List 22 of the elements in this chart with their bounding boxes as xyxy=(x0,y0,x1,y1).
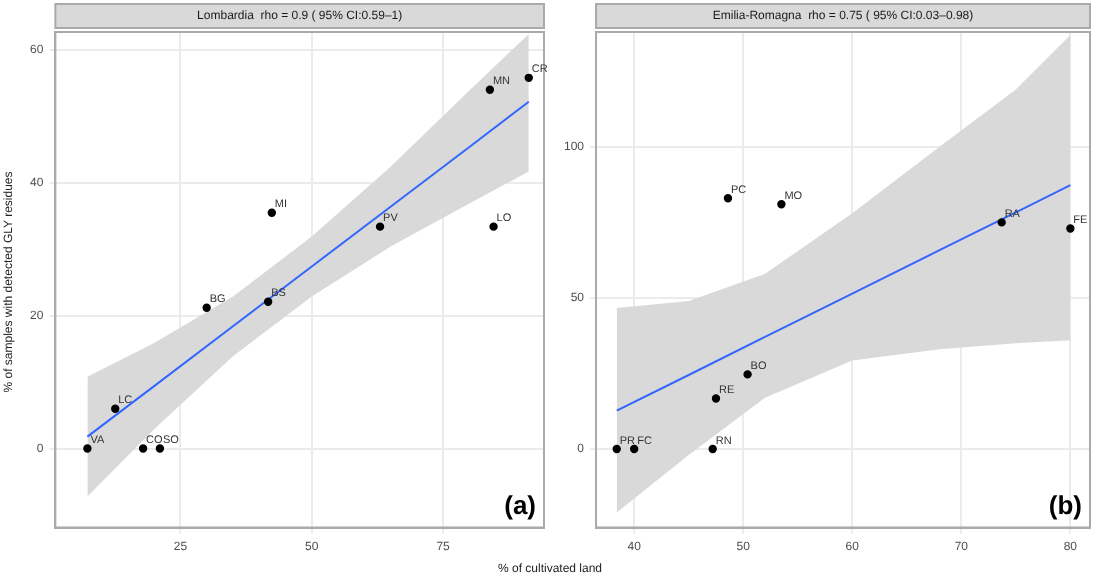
annotation: (a) xyxy=(504,489,536,520)
point xyxy=(263,297,273,306)
point xyxy=(111,404,120,413)
point xyxy=(629,444,639,454)
point xyxy=(485,85,495,94)
point xyxy=(1066,224,1075,233)
point xyxy=(375,222,385,231)
point xyxy=(155,444,165,453)
point xyxy=(777,200,786,209)
point xyxy=(267,208,277,217)
annotation: (b) xyxy=(1048,489,1082,520)
point xyxy=(138,444,148,453)
point xyxy=(997,218,1006,227)
point xyxy=(489,222,498,231)
point xyxy=(612,444,621,454)
point xyxy=(524,73,533,83)
point xyxy=(743,370,752,379)
point xyxy=(202,303,211,312)
point xyxy=(708,444,717,454)
point xyxy=(723,194,733,203)
point xyxy=(711,394,721,403)
point xyxy=(83,444,92,453)
